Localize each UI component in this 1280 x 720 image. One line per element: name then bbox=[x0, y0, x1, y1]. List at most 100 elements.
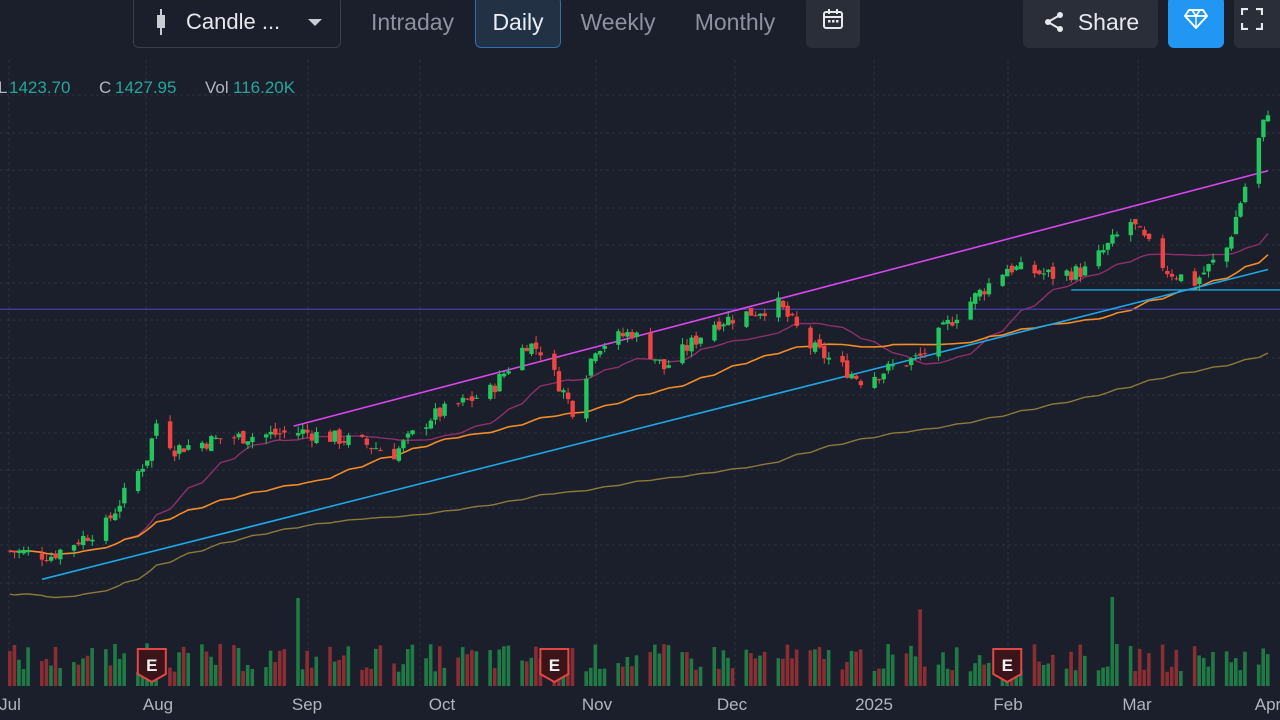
volume-bar bbox=[1206, 666, 1211, 686]
volume-bar bbox=[909, 645, 913, 686]
upper-channel-line bbox=[293, 170, 1269, 427]
volume-bar bbox=[213, 664, 218, 686]
candle-body bbox=[822, 346, 827, 359]
volume-bar bbox=[117, 658, 122, 686]
volume-bar bbox=[630, 666, 634, 686]
volume-bar bbox=[204, 651, 209, 686]
volume-bar bbox=[941, 652, 945, 686]
volume-bar bbox=[1110, 596, 1115, 686]
candle-body bbox=[76, 542, 81, 545]
volume-bar bbox=[438, 646, 442, 686]
candle-body bbox=[620, 332, 626, 337]
volume-bar bbox=[977, 655, 982, 686]
volume-bar bbox=[593, 644, 598, 686]
volume-bar bbox=[488, 650, 492, 686]
date-range-button[interactable] bbox=[806, 0, 860, 48]
volume-bar bbox=[401, 664, 406, 686]
premium-button[interactable] bbox=[1168, 0, 1224, 48]
volume-bar bbox=[1105, 666, 1110, 686]
volume-bar bbox=[172, 671, 177, 686]
x-tick-label: 2025 bbox=[855, 695, 893, 714]
candle-body bbox=[172, 450, 177, 457]
candle-body bbox=[666, 365, 671, 368]
candlestick-icon bbox=[152, 9, 170, 35]
volume-bar bbox=[341, 655, 346, 686]
volume-bar bbox=[520, 660, 524, 686]
volume-bar bbox=[337, 660, 341, 686]
volume-bar bbox=[396, 671, 401, 686]
earnings-badge-icon bbox=[992, 648, 1023, 684]
volume-bar bbox=[168, 667, 172, 686]
interval-daily-tab[interactable]: Daily bbox=[475, 0, 561, 48]
lower-channel-line bbox=[41, 268, 1269, 581]
chart-grid bbox=[0, 60, 1280, 690]
candle-body bbox=[973, 293, 978, 304]
volume-bar bbox=[1050, 654, 1055, 686]
volume-bars bbox=[8, 596, 1270, 686]
chart-type-dropdown[interactable]: Candle ... bbox=[133, 0, 341, 48]
volume-bar bbox=[890, 654, 895, 686]
candle-body bbox=[501, 373, 507, 377]
candle-body bbox=[872, 376, 877, 388]
candle-body bbox=[39, 553, 45, 560]
ohlc-close-value: 1427.95 bbox=[115, 78, 177, 97]
volume-bar bbox=[53, 647, 58, 686]
volume-bar bbox=[781, 658, 785, 686]
candle-body bbox=[876, 379, 882, 381]
volume-bar bbox=[1192, 646, 1197, 686]
candle-body bbox=[844, 360, 850, 378]
earnings-label: E bbox=[146, 656, 157, 675]
candle-body bbox=[1069, 271, 1074, 281]
candle-body bbox=[1224, 247, 1230, 262]
volume-bar bbox=[300, 669, 305, 686]
candle-body bbox=[1229, 236, 1234, 249]
candle-body bbox=[108, 515, 113, 519]
candle-body bbox=[58, 549, 63, 560]
candle-body bbox=[602, 345, 607, 349]
candle-body bbox=[305, 429, 310, 433]
candle-body bbox=[945, 320, 950, 324]
share-button[interactable]: Share bbox=[1023, 0, 1158, 48]
volume-bar bbox=[1147, 653, 1151, 686]
volume-bar bbox=[657, 653, 662, 686]
candle-body bbox=[167, 421, 173, 449]
ohlc-volume-key: Vol bbox=[205, 78, 229, 97]
volume-bar bbox=[534, 646, 538, 686]
candle-body bbox=[565, 392, 571, 400]
candle-body bbox=[1192, 271, 1198, 286]
candle-body bbox=[465, 398, 470, 400]
volume-bar bbox=[12, 644, 17, 686]
earnings-badge-icon bbox=[136, 648, 167, 684]
candle-body bbox=[1233, 216, 1239, 235]
candle-body bbox=[1041, 273, 1047, 275]
interval-monthly-tab[interactable]: Monthly bbox=[694, 8, 776, 35]
volume-bar bbox=[753, 658, 758, 686]
fullscreen-button[interactable] bbox=[1234, 0, 1280, 48]
volume-bar bbox=[58, 667, 62, 686]
candle-body bbox=[469, 396, 475, 401]
volume-bar bbox=[904, 653, 909, 686]
volume-bar bbox=[1165, 671, 1169, 686]
candle-body bbox=[44, 560, 49, 562]
candle-body bbox=[1005, 268, 1010, 277]
candle-body bbox=[776, 297, 781, 318]
volume-bar bbox=[1064, 668, 1069, 686]
candle-body bbox=[154, 423, 159, 436]
candle-body bbox=[716, 321, 722, 330]
earnings-marker: E bbox=[539, 648, 570, 684]
ma-long-line bbox=[9, 352, 1269, 599]
x-tick-label: Jul bbox=[0, 695, 21, 714]
volume-bar bbox=[277, 650, 282, 686]
volume-bar bbox=[209, 656, 213, 686]
candle-body bbox=[1142, 229, 1147, 236]
interval-intraday-tab[interactable]: Intraday bbox=[370, 8, 455, 35]
candle-body bbox=[245, 441, 251, 445]
candle-body bbox=[428, 420, 434, 429]
candle-body bbox=[314, 431, 319, 444]
volume-bar bbox=[973, 663, 977, 686]
volume-bar bbox=[492, 668, 497, 686]
candle-body bbox=[730, 320, 735, 324]
candle-body bbox=[145, 460, 150, 466]
interval-weekly-tab[interactable]: Weekly bbox=[580, 8, 656, 35]
